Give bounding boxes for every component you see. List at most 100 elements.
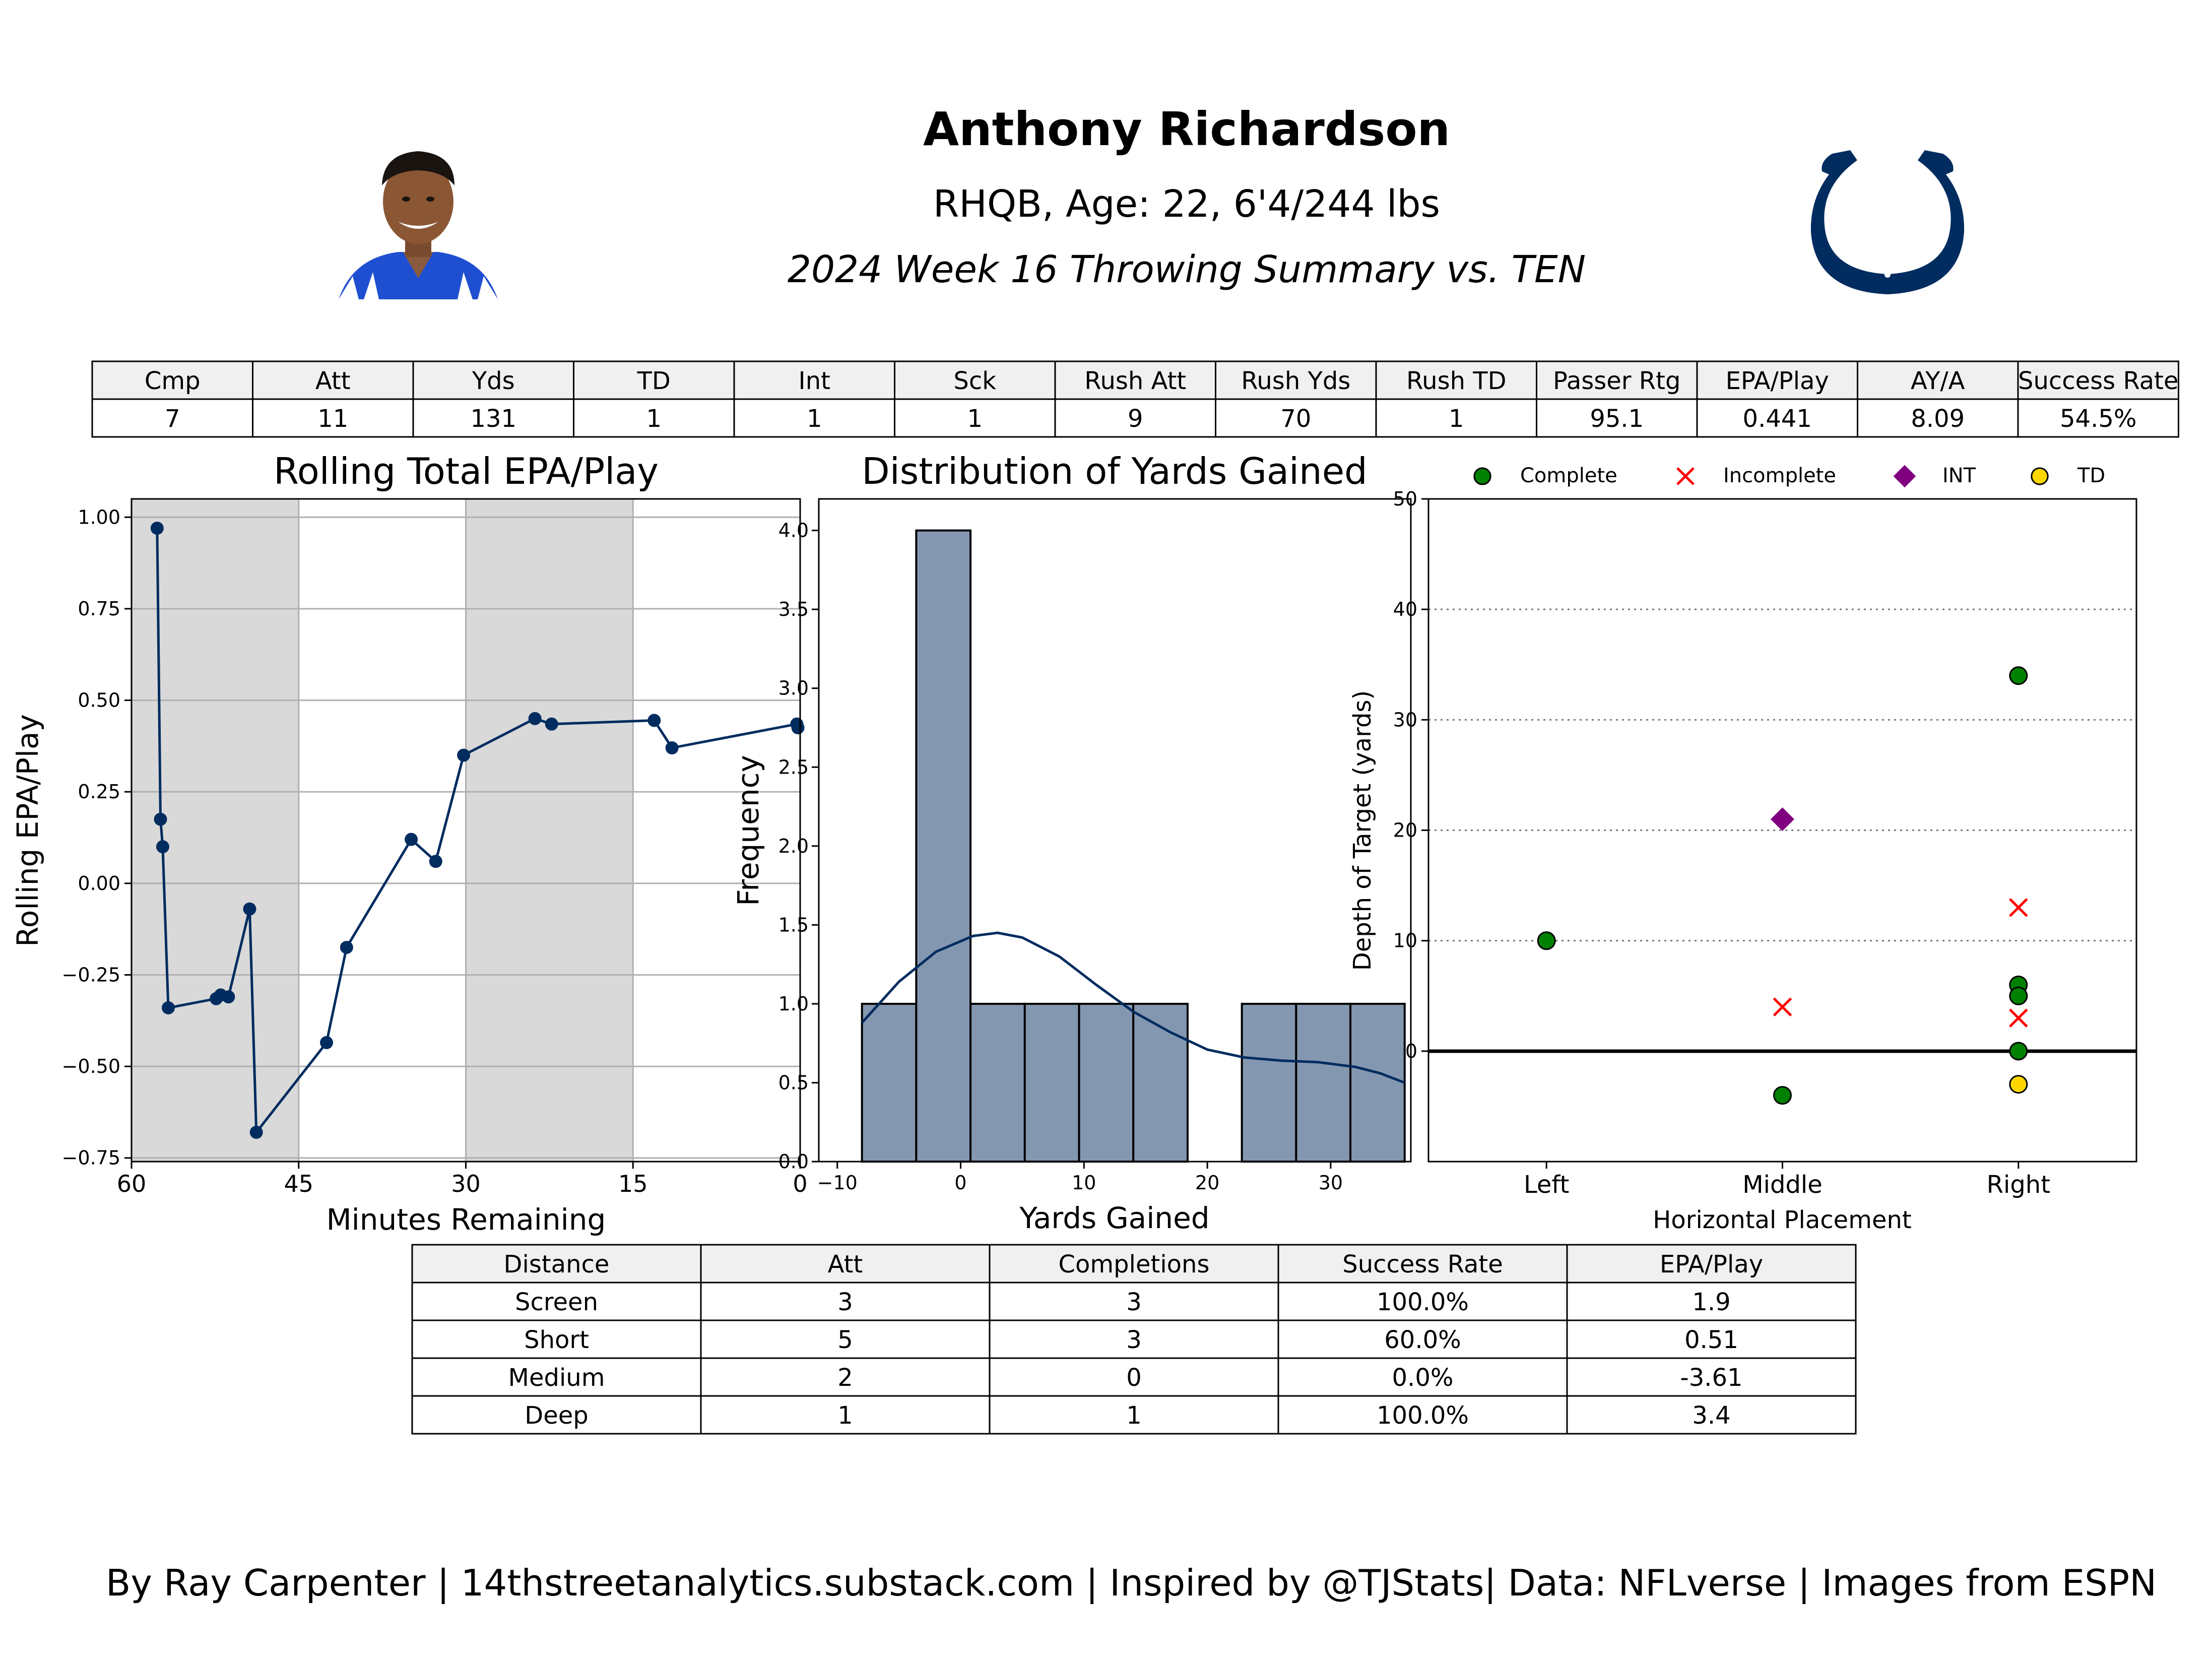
depth-header-cell (1277, 1244, 1568, 1284)
epa-data-point (150, 522, 164, 535)
depth-cell-text: 0.0% (1392, 1364, 1454, 1392)
depth-cell (411, 1357, 702, 1397)
stats-header-text: Cmp (145, 367, 201, 395)
epa-data-point (340, 940, 353, 954)
depth-cell-text: 5 (837, 1326, 853, 1354)
scatter-y-tick-label: 40 (1393, 598, 1417, 620)
td-marker (2009, 1075, 2028, 1094)
stats-header-text: Att (315, 367, 351, 395)
yards-distribution-chart: 0.0 0.5 1.0 1.5 2.0 2.5 3.0 3.5 4.0 −10 0 10 20 30 Di… (731, 450, 1412, 1235)
stats-cell-text: 8.09 (1911, 405, 1965, 433)
stats-cell (1375, 398, 1537, 438)
kde-curve (861, 931, 1405, 1084)
scatter-x-tick-label: Right (1987, 1171, 2050, 1199)
player-bio: RHQB, Age: 22, 6'4/244 lbs (933, 182, 1440, 226)
depth-cell (989, 1357, 1279, 1397)
hist-y-tick-label: 2.0 (778, 835, 809, 857)
depth-cell-text: 3 (837, 1288, 853, 1316)
depth-header-cell (989, 1244, 1279, 1284)
stats-cell-text: 1 (807, 405, 822, 433)
target-placement-chart: 0 10 20 30 40 50 Left Middle Right Complete Incom… (1348, 464, 2137, 1234)
epa-y-tick-label: 0.50 (78, 689, 120, 712)
hist-x-axis-label: Yards Gained (1019, 1201, 1209, 1235)
depth-cell (700, 1282, 991, 1321)
epa-series-line (156, 528, 799, 1136)
depth-cell-text: -3.61 (1680, 1364, 1742, 1392)
histogram-bar (969, 1002, 1026, 1163)
epa-data-point (457, 748, 471, 762)
epa-data-point (791, 721, 805, 735)
epa-y-tick-label: 1.00 (78, 506, 120, 528)
complete-marker (1473, 467, 1491, 485)
quarter-shading (132, 499, 299, 1162)
td-marker (2031, 467, 2049, 485)
epa-x-tick-label: 15 (618, 1170, 648, 1197)
depth-cell-text: 100.0% (1377, 1401, 1469, 1430)
depth-cell-text: Short (524, 1326, 589, 1354)
depth-cell (989, 1395, 1279, 1435)
scatter-x-tick-label: Left (1524, 1171, 1569, 1199)
epa-data-point (665, 741, 679, 755)
histogram-bar (1349, 1002, 1406, 1163)
hist-x-tick-label: 0 (954, 1172, 966, 1194)
stats-cell (412, 398, 574, 438)
stats-header-text: Yds (472, 367, 515, 395)
int-marker (1771, 807, 1794, 831)
epa-x-tick-label: 0 (793, 1170, 807, 1197)
epa-x-axis-label: Minutes Remaining (327, 1202, 606, 1237)
complete-marker (1537, 931, 1556, 950)
depth-table: Distance Att Completions Success Rate EPA/Pl… (411, 1244, 1857, 1435)
stats-header-text: Passer Rtg (1553, 367, 1680, 395)
stats-cell (1536, 398, 1698, 438)
stats-header-cell (1857, 360, 2019, 400)
epa-data-point (545, 717, 558, 731)
histogram-bar (861, 1002, 918, 1163)
stats-cell-text: 70 (1280, 405, 1311, 433)
hist-y-tick-label: 0.0 (778, 1151, 809, 1173)
depth-cell-text: 60.0% (1384, 1326, 1461, 1354)
depth-header-text: Completions (1059, 1250, 1210, 1279)
footer-credits: By Ray Carpenter | 14thstreetanalytics.s… (106, 1562, 2157, 1605)
incomplete-marker (1676, 467, 1695, 485)
player-headshot (339, 151, 498, 299)
epa-data-point (249, 1125, 263, 1139)
stats-cell (1696, 398, 1858, 438)
depth-cell-text: 1 (837, 1401, 853, 1430)
scatter-y-tick-label: 50 (1393, 488, 1417, 510)
epa-data-point (429, 855, 442, 868)
epa-y-tick-label: −0.75 (62, 1147, 120, 1169)
stats-cell-text: 131 (470, 405, 516, 433)
depth-cell (1277, 1319, 1568, 1359)
scatter-y-axis-label: Depth of Target (yards) (1348, 690, 1377, 971)
complete-marker (2009, 986, 2028, 1005)
depth-cell-text: 100.0% (1377, 1288, 1469, 1316)
legend-label: TD (2077, 464, 2105, 487)
depth-header-text: Att (828, 1250, 863, 1279)
incomplete-marker (1773, 997, 1792, 1016)
depth-cell-text: Deep (525, 1401, 589, 1430)
histogram-bar (1132, 1002, 1189, 1163)
stats-cell-text: 7 (165, 405, 180, 433)
depth-cell-text: 3.4 (1692, 1401, 1730, 1430)
stats-cell-text: 1 (967, 405, 983, 433)
depth-cell (989, 1282, 1279, 1321)
colts-horseshoe-logo (1810, 150, 1965, 294)
epa-data-point (161, 1001, 175, 1014)
scatter-y-tick-label: 0 (1405, 1040, 1417, 1062)
histogram-bar (915, 529, 972, 1163)
stats-cell-text: 11 (317, 405, 348, 433)
stats-cell (2017, 398, 2179, 438)
depth-header-text: Success Rate (1342, 1250, 1503, 1279)
incomplete-marker (2009, 1008, 2028, 1028)
legend-label: INT (1942, 464, 1976, 487)
depth-cell-text: 3 (1126, 1288, 1142, 1316)
incomplete-marker (2009, 898, 2028, 917)
depth-header-cell (1566, 1244, 1857, 1284)
depth-header-text: Distance (504, 1250, 610, 1279)
stats-cell (733, 398, 895, 438)
stats-cell-text: 1 (1449, 405, 1464, 433)
stats-header-text: AY/A (1911, 367, 1965, 395)
stats-cell-text: 54.5% (2060, 405, 2136, 433)
